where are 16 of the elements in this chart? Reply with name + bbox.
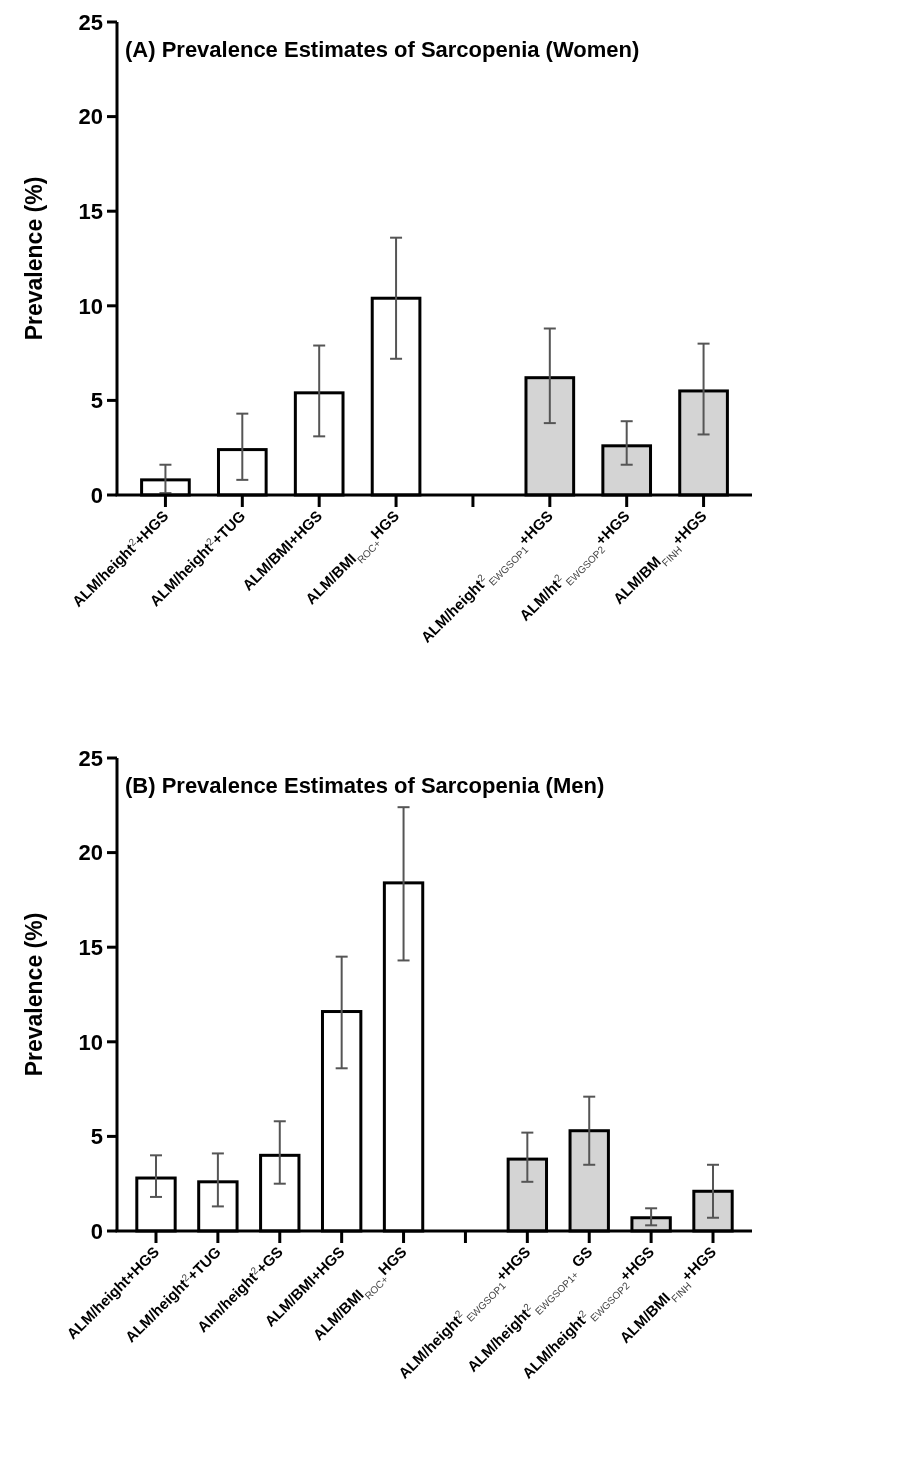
y-axis-title: Prevalence (%) (21, 912, 47, 1077)
y-tick-label: 10 (78, 1029, 103, 1055)
y-tick-label: 15 (78, 198, 103, 224)
y-tick-label: 5 (90, 388, 103, 414)
y-tick-label: 5 (90, 1124, 103, 1150)
y-tick-label: 0 (90, 1218, 103, 1244)
y-tick-label: 20 (78, 840, 103, 866)
y-tick-label: 15 (78, 934, 103, 960)
y-tick-label: 25 (78, 745, 103, 771)
y-axis-title: Prevalence (%) (21, 176, 47, 341)
text: (B) Prevalence Estimates of Sarcopenia (Men) (125, 773, 605, 798)
y-tick-label: 20 (78, 104, 103, 130)
text: (A) Prevalence Estimates of Sarcopenia (Women) (125, 37, 640, 62)
y-tick-label: 0 (90, 482, 103, 508)
y-tick-label: 25 (78, 9, 103, 35)
y-tick-label: 10 (78, 293, 103, 319)
